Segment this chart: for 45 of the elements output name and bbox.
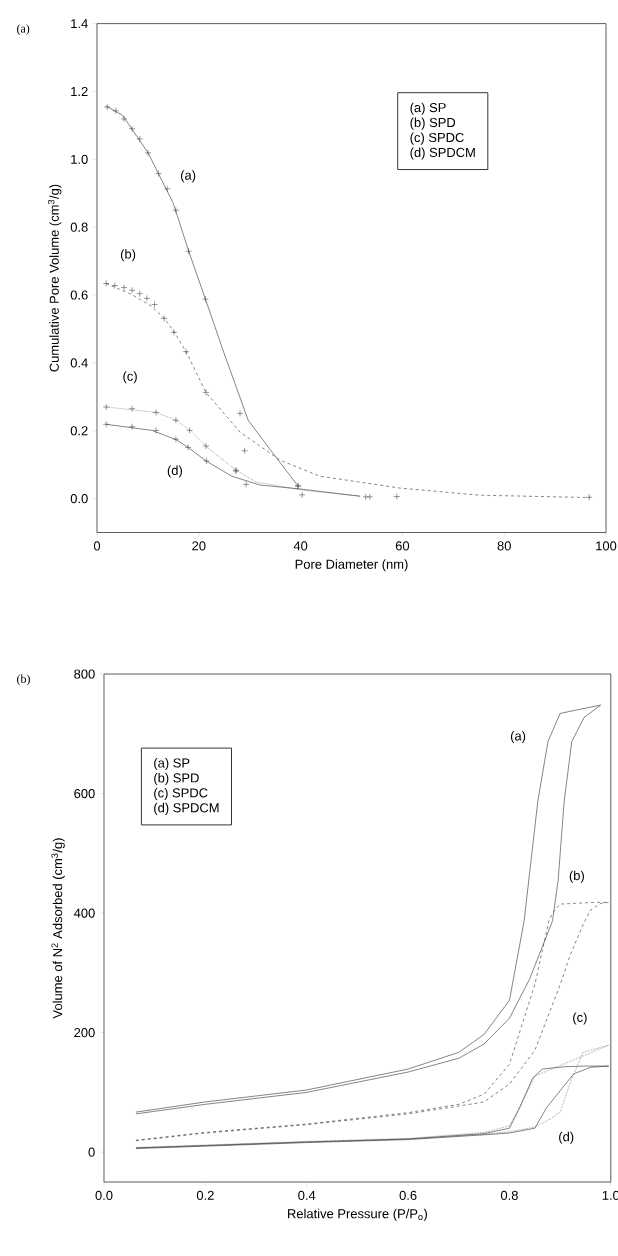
y-axis-title: Volume of N$^{2}$ Adsorbed (cm$^{3}$/g) bbox=[51, 838, 65, 1019]
x-tick-label: 40 bbox=[293, 541, 308, 551]
x-tick-label: 0.6 bbox=[399, 1190, 417, 1200]
annotation: (d) SPDCM bbox=[410, 147, 475, 160]
x-tick-label: 60 bbox=[395, 541, 410, 551]
annotation: (c) bbox=[573, 1012, 587, 1025]
annotation: (d) SPDCM bbox=[154, 802, 219, 815]
y-tick-label: 1.2 bbox=[71, 86, 88, 96]
x-tick-label: 0.2 bbox=[196, 1190, 214, 1200]
y-axis-title: Cumulative Pore Volume (cm$^{3}$/g) bbox=[48, 184, 62, 372]
y-tick-label: 600 bbox=[74, 788, 95, 799]
y-tick-label: 0.4 bbox=[70, 358, 88, 368]
x-tick-label: 20 bbox=[192, 541, 206, 551]
x-tick-label: 0.4 bbox=[298, 1190, 316, 1200]
x-tick-label: 80 bbox=[497, 541, 511, 551]
annotation: (a) bbox=[510, 730, 526, 744]
y-tick-label: 0.0 bbox=[70, 494, 88, 504]
x-axis-title: Pore Diameter (nm) bbox=[295, 559, 408, 572]
annotation: (c) bbox=[123, 371, 137, 384]
chart-title: (b) bbox=[17, 674, 30, 686]
annotation: (b) SPD bbox=[410, 117, 456, 130]
annotation: (b) bbox=[569, 870, 584, 883]
y-tick-label: 200 bbox=[74, 1028, 95, 1038]
annotation: (b) bbox=[120, 249, 136, 262]
x-tick-label: 0.0 bbox=[95, 1190, 113, 1200]
annotation: (c) SPDC bbox=[410, 132, 464, 145]
y-tick-label: 0.8 bbox=[70, 222, 88, 232]
y-tick-label: 400 bbox=[73, 908, 95, 918]
annotation: (a) SP bbox=[410, 102, 446, 115]
y-tick-label: 1.0 bbox=[71, 154, 88, 164]
annotation: (c) SPDC bbox=[154, 787, 208, 800]
annotation: (b) SPD bbox=[154, 772, 199, 786]
x-tick-label: 0.8 bbox=[500, 1190, 518, 1200]
y-tick-label: 0.2 bbox=[70, 426, 88, 436]
annotation: (d) bbox=[559, 1131, 574, 1144]
y-tick-label: 0.6 bbox=[70, 290, 88, 300]
annotation: (a) bbox=[180, 170, 196, 183]
y-tick-label: 800 bbox=[74, 669, 95, 679]
annotation: (d) bbox=[167, 465, 182, 478]
chart-title: (a) bbox=[17, 24, 30, 35]
x-axis-title: Relative Pressure (P/P$_{o}$) bbox=[288, 1208, 428, 1221]
y-tick-label: 0 bbox=[88, 1147, 95, 1157]
y-tick-label: 1.4 bbox=[71, 19, 88, 29]
annotation: (a) SP bbox=[154, 758, 190, 771]
x-tick-label: 100 bbox=[596, 541, 617, 551]
